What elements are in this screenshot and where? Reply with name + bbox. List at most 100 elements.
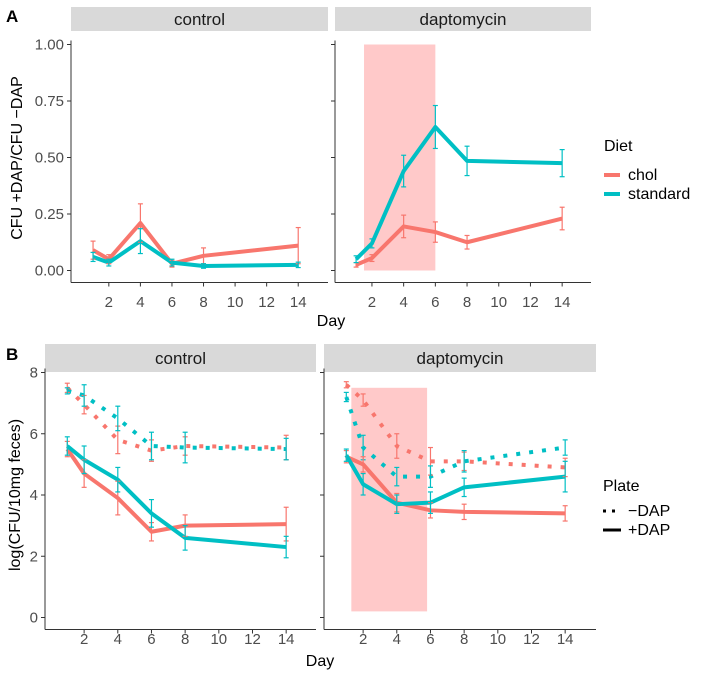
series-line-standard xyxy=(354,124,563,261)
x-tick-label: 8 xyxy=(463,294,471,311)
error-bar xyxy=(81,384,87,407)
legend-plate: Plate −DAP +DAP xyxy=(603,478,670,539)
x-tick-label: 4 xyxy=(393,631,401,648)
error-bar xyxy=(432,104,438,150)
error-bar xyxy=(427,491,433,514)
x-tick-label: 10 xyxy=(227,294,244,311)
y-tick-label: 6 xyxy=(30,426,38,443)
error-bar xyxy=(360,472,366,496)
error-bar xyxy=(464,234,470,250)
error-bar xyxy=(360,456,366,473)
series-line-chol xyxy=(92,221,299,266)
error-bar xyxy=(461,449,467,473)
y-tick-label: 8 xyxy=(30,365,38,382)
panel-label-a: A xyxy=(6,7,18,26)
error-bar xyxy=(360,393,366,407)
x-tick-label: 14 xyxy=(554,294,571,311)
facet-label-a-control: control xyxy=(174,10,225,29)
error-bar xyxy=(562,439,568,456)
legend-label-standard: standard xyxy=(628,186,690,203)
x-tick-label: 6 xyxy=(426,631,434,648)
error-bar xyxy=(148,431,154,461)
error-bar xyxy=(562,460,568,493)
facet-strip-b-daptomycin xyxy=(324,344,596,372)
error-bar xyxy=(137,228,143,255)
x-tick-label: 6 xyxy=(147,631,155,648)
x-tick-label: 4 xyxy=(136,294,144,311)
legend-label-plus-dap: +DAP xyxy=(628,522,670,539)
y-tick-label: 0.75 xyxy=(35,93,64,110)
facet-label-b-control: control xyxy=(155,349,206,368)
series-line-standard-plus-dap xyxy=(66,444,287,550)
error-bar xyxy=(343,391,349,403)
error-bar xyxy=(559,206,565,231)
x-tick-label: 12 xyxy=(523,631,540,648)
error-bar xyxy=(148,498,154,528)
panel-label-b: B xyxy=(6,345,18,364)
y-tick-label: 0.00 xyxy=(35,263,64,280)
series-line-standard-minus-dap xyxy=(66,388,287,452)
y-tick-label: 4 xyxy=(30,487,38,504)
error-bar xyxy=(401,214,407,239)
error-bar xyxy=(461,503,467,521)
error-bar xyxy=(369,254,375,263)
x-tick-label: 4 xyxy=(399,294,407,311)
x-tick-label: 8 xyxy=(181,631,189,648)
x-tick-label: 14 xyxy=(290,294,307,311)
error-bar xyxy=(432,221,438,243)
series-line-chol-minus-dap xyxy=(65,386,287,453)
error-bar xyxy=(182,431,188,464)
facet-strip-b-control xyxy=(45,344,316,372)
x-tick-label: 14 xyxy=(278,631,295,648)
error-bar xyxy=(562,505,568,522)
legend-diet-title: Diet xyxy=(604,138,633,155)
error-bar xyxy=(343,381,349,389)
series-line-standard-minus-dap xyxy=(344,396,566,479)
y-tick-label: 0 xyxy=(30,610,38,627)
y-tick-label: 0.50 xyxy=(35,150,64,167)
error-bar xyxy=(169,258,175,267)
error-bar xyxy=(115,405,121,432)
error-bar xyxy=(394,433,400,459)
error-bar xyxy=(283,535,289,559)
x-tick-label: 6 xyxy=(168,294,176,311)
x-tick-label: 6 xyxy=(431,294,439,311)
error-bar xyxy=(283,437,289,461)
series-line-standard-plus-dap xyxy=(344,454,566,507)
error-bar xyxy=(295,261,301,269)
x-tick-label: 8 xyxy=(199,294,207,311)
legend-diet: Diet chol standard xyxy=(604,138,690,203)
error-bar xyxy=(81,445,87,475)
x-tick-label: 8 xyxy=(460,631,468,648)
error-bar xyxy=(90,251,96,263)
y-tick-label: 0.25 xyxy=(35,206,64,223)
x-tick-label: 14 xyxy=(557,631,574,648)
x-tick-label: 2 xyxy=(80,631,88,648)
series-line-chol xyxy=(355,216,563,267)
error-bar xyxy=(64,436,70,456)
x-tick-label: 12 xyxy=(522,294,539,311)
x-axis-title-b: Day xyxy=(306,653,334,670)
error-bar xyxy=(369,238,375,249)
error-bar xyxy=(394,466,400,487)
series-line-standard xyxy=(92,239,299,268)
legend-plate-title: Plate xyxy=(603,478,640,495)
error-bar xyxy=(401,154,407,188)
x-tick-label: 10 xyxy=(490,294,507,311)
y-axis-title-b: log(CFU/10mg feces) xyxy=(7,419,24,571)
error-bar xyxy=(353,255,359,264)
error-bar xyxy=(182,525,188,551)
error-bar xyxy=(343,448,349,462)
facet-strip-a-control xyxy=(71,7,328,31)
error-bar xyxy=(559,148,565,178)
series-line-chol-plus-dap xyxy=(65,447,287,534)
facet-label-a-daptomycin: daptomycin xyxy=(420,10,507,29)
x-tick-label: 12 xyxy=(258,294,275,311)
x-tick-label: 4 xyxy=(114,631,122,648)
y-axis-title-a: CFU +DAP/CFU −DAP xyxy=(9,76,26,240)
x-tick-label: 2 xyxy=(105,294,113,311)
error-bar xyxy=(201,263,207,269)
legend-label-chol: chol xyxy=(628,167,657,184)
x-tick-label: 10 xyxy=(210,631,227,648)
